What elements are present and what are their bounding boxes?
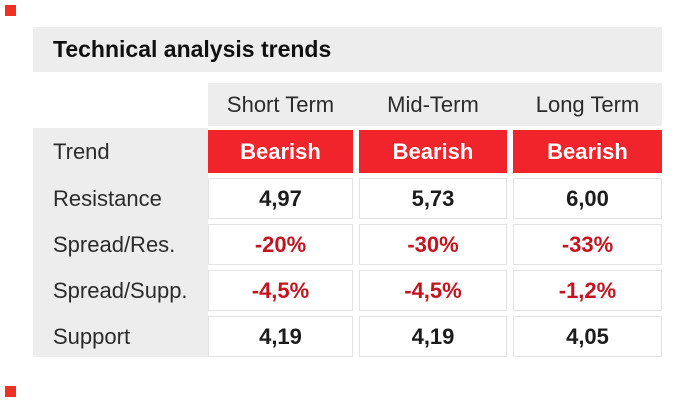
page-title: Technical analysis trends (53, 36, 332, 62)
red-corner-marker-icon (5, 386, 16, 397)
spread-res-value-long-term: -33% (513, 224, 662, 265)
column-header-short-term: Short Term (226, 91, 335, 117)
column-header-mid-term: Mid-Term (387, 91, 479, 117)
trend-badge-long-term: Bearish (513, 130, 662, 173)
support-value-short-term: 4,19 (208, 316, 353, 357)
row-label-support: Support (53, 323, 131, 349)
spread-res-value-short-term: -20% (208, 224, 353, 265)
support-value-mid-term: 4,19 (359, 316, 507, 357)
spread-res-value-mid-term: -30% (359, 224, 507, 265)
trend-badge-mid-term: Bearish (359, 130, 507, 173)
row-label-trend: Trend (53, 138, 110, 164)
red-corner-marker-icon (5, 5, 16, 16)
column-header-long-term: Long Term (535, 91, 640, 117)
column-header-row: Short Term Mid-Term Long Term (208, 83, 662, 126)
resistance-value-long-term: 6,00 (513, 178, 662, 219)
row-label-spread-supp: Spread/Supp. (53, 277, 188, 303)
row-label-resistance: Resistance (53, 185, 162, 211)
spread-supp-value-long-term: -1,2% (513, 270, 662, 311)
support-value-long-term: 4,05 (513, 316, 662, 357)
spread-supp-value-short-term: -4,5% (208, 270, 353, 311)
row-label-spread-res: Spread/Res. (53, 231, 176, 257)
resistance-value-short-term: 4,97 (208, 178, 353, 219)
spread-supp-value-mid-term: -4,5% (359, 270, 507, 311)
title-bar: Technical analysis trends (33, 27, 662, 72)
trend-badge-short-term: Bearish (208, 130, 353, 173)
resistance-value-mid-term: 5,73 (359, 178, 507, 219)
row-label-column: Trend Resistance Spread/Res. Spread/Supp… (33, 128, 208, 357)
